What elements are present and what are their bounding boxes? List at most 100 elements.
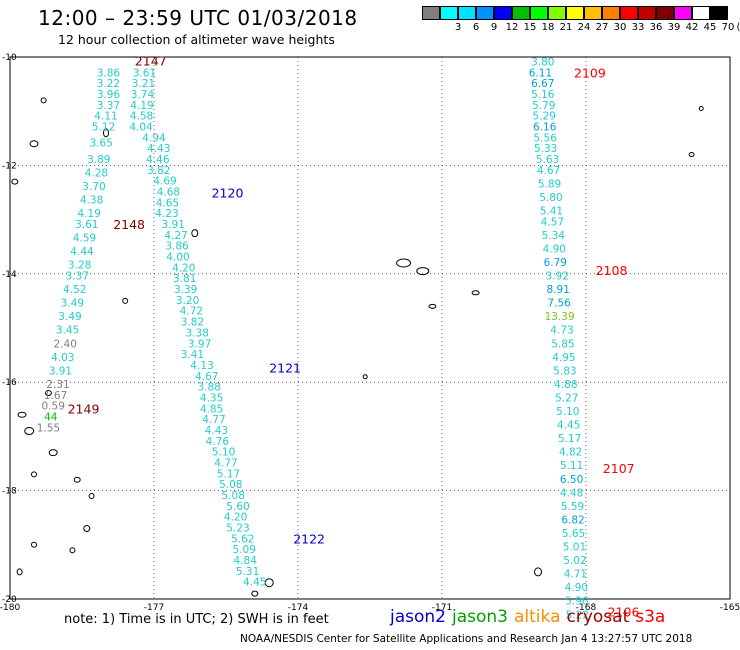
wave-height-value: 5.83	[553, 365, 576, 377]
wave-height-value: 4.85	[200, 403, 223, 415]
wave-height-value: 4.35	[200, 392, 223, 404]
wave-height-value: 4.77	[214, 458, 237, 470]
scale-swatch	[674, 6, 692, 20]
wave-height-value: 5.10	[556, 406, 579, 418]
wave-height-value: 5.09	[233, 544, 256, 556]
island-outline	[69, 547, 76, 554]
wave-height-value: 3.49	[61, 298, 84, 310]
wave-height-value: 3.21	[132, 78, 155, 90]
scale-label: 33	[631, 22, 645, 33]
wave-height-value: 3.89	[87, 154, 110, 166]
wave-height-value: 6.79	[544, 257, 567, 269]
wave-height-value: 3.38	[186, 327, 209, 339]
track-label: 2120	[212, 186, 244, 201]
wave-height-value: 1.55	[37, 422, 60, 434]
wave-height-value: 4.19	[130, 100, 153, 112]
wave-height-value: 1.67	[44, 390, 67, 402]
lon-tick-label: -177	[144, 603, 164, 613]
scale-label: 21	[559, 22, 573, 33]
wave-height-value: 5.65	[562, 528, 585, 540]
wave-height-value: 4.69	[153, 176, 176, 188]
wave-height-value: 6.16	[533, 121, 557, 133]
island-outline	[48, 449, 58, 457]
wave-height-value: 5.08	[222, 490, 245, 502]
scale-label: 9	[490, 22, 498, 33]
scale-label: 70	[721, 22, 735, 33]
wave-height-value: 3.80	[531, 56, 554, 68]
scale-swatch	[566, 6, 584, 20]
lon-tick-label: -168	[576, 603, 597, 613]
wave-height-value: 3.86	[97, 67, 121, 79]
wave-height-value: 3.70	[82, 181, 105, 193]
wave-height-value: 5.23	[226, 523, 249, 535]
satellite-legend-item: s3a	[635, 607, 666, 627]
wave-height-value: 5.62	[231, 533, 254, 545]
wave-height-value: 5.89	[538, 178, 561, 190]
wave-height-value: 5.59	[561, 501, 584, 513]
island-outline	[31, 471, 37, 478]
wave-height-value: 5.12	[92, 121, 115, 133]
wave-height-value: 2.40	[54, 338, 77, 350]
scale-swatch	[458, 6, 476, 20]
track-label: 2109	[574, 65, 606, 80]
island-outline	[191, 229, 199, 238]
wave-height-value: 2.31	[46, 379, 69, 391]
wave-height-value: 5.22	[566, 609, 589, 621]
wave-height-value: 4.13	[190, 360, 213, 372]
wave-height-value: 3.81	[173, 273, 196, 285]
wave-height-value: 6.50	[560, 474, 583, 486]
island-outline	[416, 267, 430, 276]
wave-height-value: 6.11	[529, 67, 552, 79]
map-frame	[9, 56, 731, 600]
wave-height-value: 5.08	[219, 479, 242, 491]
scale-swatch	[620, 6, 638, 20]
wave-height-value: 5.33	[534, 143, 557, 155]
wave-height-value: 3.82	[181, 317, 204, 329]
scale-label: 15	[523, 22, 537, 33]
scale-label: 45	[703, 22, 717, 33]
satellite-legend-item: jason3	[452, 607, 508, 627]
scale-swatch	[476, 6, 494, 20]
scale-label: 36	[649, 22, 663, 33]
map-subtitle: 12 hour collection of altimeter wave hei…	[58, 32, 335, 47]
wave-height-value: 4.45	[557, 420, 580, 432]
wave-height-value: 4.76	[206, 436, 230, 448]
wave-height-value: 4.68	[157, 187, 180, 199]
lat-tick-label: -12	[2, 161, 17, 171]
island-outline	[428, 303, 437, 309]
scale-label: 12	[505, 22, 519, 33]
wave-height-value: 3.74	[131, 89, 155, 101]
wave-height-value: 0.59	[42, 401, 65, 413]
wave-height-value: 8.91	[546, 284, 569, 296]
scale-swatch	[602, 6, 620, 20]
island-outline	[16, 568, 23, 576]
satellite-legend-item: altika	[514, 607, 561, 627]
satellite-legend: jason2 jason3 altika cryosat s3a	[390, 607, 671, 627]
island-outline	[73, 476, 81, 483]
wave-height-value: 3.37	[66, 271, 89, 283]
track-label: 2149	[68, 401, 100, 416]
scale-swatch	[710, 6, 728, 20]
island-outline	[17, 411, 27, 418]
island-outline	[264, 578, 274, 588]
wave-height-value: 3.88	[198, 382, 221, 394]
wave-height-value: 4.67	[195, 371, 218, 383]
wave-height-value: 5.29	[533, 111, 556, 123]
island-outline	[362, 374, 368, 380]
wave-height-value: 3.28	[68, 260, 91, 272]
scale-label: 3	[454, 22, 462, 33]
lon-tick-label: -165	[720, 603, 740, 613]
scale-swatch	[656, 6, 674, 20]
wave-height-value: 3.82	[147, 165, 170, 177]
wave-height-value: 4.71	[564, 569, 587, 581]
wave-height-value: 3.49	[58, 311, 81, 323]
scale-swatch	[494, 6, 512, 20]
wave-height-value: 44	[44, 411, 58, 423]
wave-height-value: 4.58	[130, 111, 153, 123]
wave-height-value: 4.90	[543, 243, 566, 255]
wave-height-value: 5.41	[540, 205, 563, 217]
lon-tick-label: -171	[432, 603, 452, 613]
wave-height-value: 4.48	[560, 487, 583, 499]
scale-label: 42	[685, 22, 699, 33]
